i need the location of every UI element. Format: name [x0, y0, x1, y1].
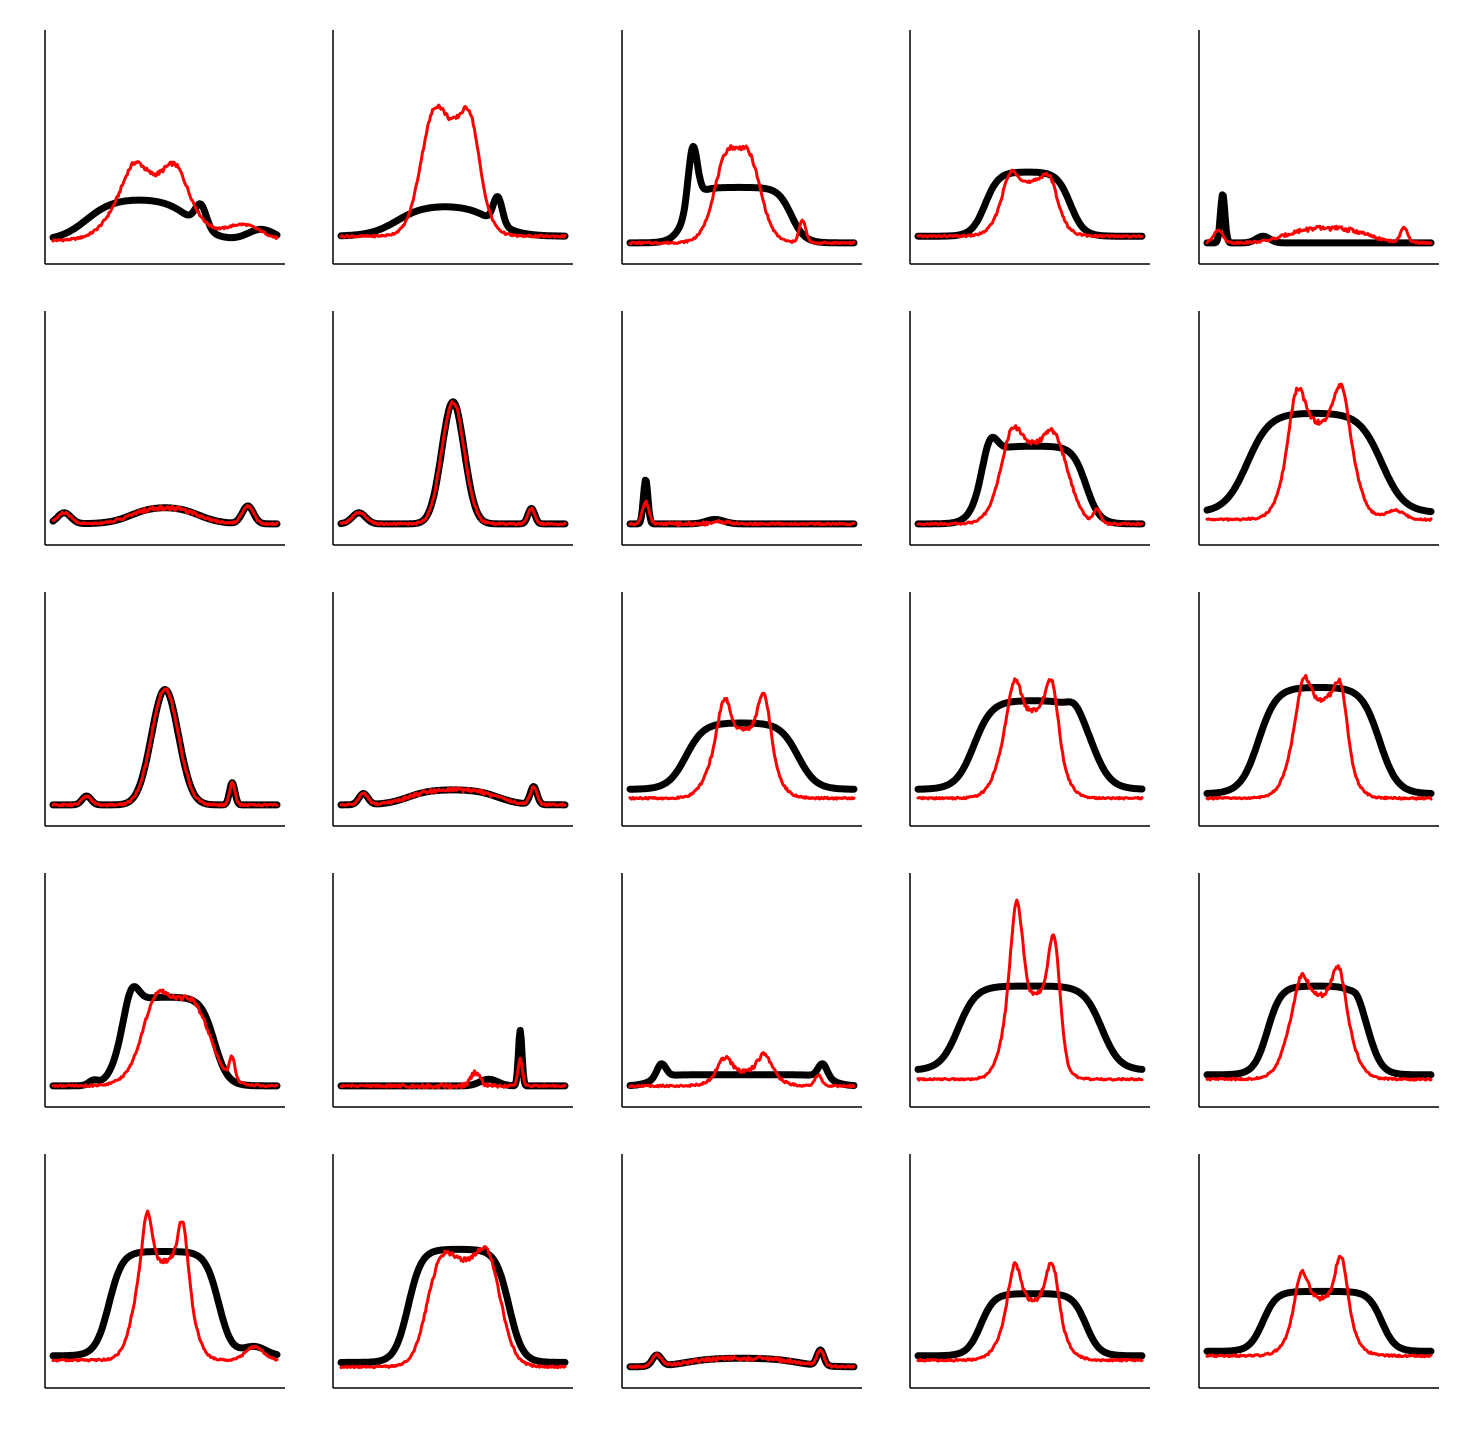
model-curve-line — [49, 983, 281, 1090]
panel-r4-c2 — [332, 873, 573, 1108]
observed-curve-line — [51, 504, 279, 526]
observed-curve-line — [916, 677, 1144, 801]
observed-curve-line — [51, 160, 279, 243]
panel-r1-c4 — [909, 30, 1150, 265]
panel-r5-c4 — [909, 1154, 1150, 1389]
observed-curve-line — [628, 144, 856, 246]
panel-r5-c1 — [44, 1154, 285, 1389]
panel-r2-c4 — [909, 311, 1150, 546]
panel-r1-c2 — [332, 30, 573, 265]
model-curve-line — [337, 1026, 569, 1090]
model-curve-line — [49, 196, 281, 242]
observed-curve-line — [1205, 1254, 1433, 1359]
observed-curve-line — [916, 424, 1144, 527]
panel-r3-c2 — [332, 592, 573, 827]
panel-r4-c3 — [621, 873, 862, 1108]
observed-curve-line — [1205, 673, 1433, 801]
model-curve-line — [1203, 409, 1435, 516]
observed-curve-line — [339, 785, 567, 807]
model-curve-line — [914, 433, 1146, 528]
panel-r3-c5 — [1198, 592, 1439, 827]
model-curve-line — [626, 1060, 858, 1089]
observed-curve-line — [339, 400, 567, 527]
model-curve-line — [1203, 684, 1435, 797]
observed-curve-line — [628, 499, 856, 527]
panel-r3-c3 — [621, 592, 862, 827]
observed-curve-line — [628, 1348, 856, 1369]
observed-curve-line — [1205, 224, 1433, 246]
observed-curve-line — [339, 1245, 567, 1370]
observed-curve-line — [339, 103, 567, 239]
observed-curve-line — [628, 691, 856, 801]
model-curve-line — [49, 1248, 281, 1360]
panel-r5-c5 — [1198, 1154, 1439, 1389]
model-curve-line — [626, 142, 858, 247]
model-curve-line — [914, 697, 1146, 793]
observed-curve-line — [51, 687, 279, 808]
model-curve-line — [914, 1290, 1146, 1360]
observed-curve-line — [628, 1051, 856, 1089]
panel-r4-c4 — [909, 873, 1150, 1108]
panel-r4-c1 — [44, 873, 285, 1108]
observed-curve-line — [916, 898, 1144, 1082]
panel-r4-c5 — [1198, 873, 1439, 1108]
observed-curve-line — [339, 1056, 567, 1090]
model-curve-line — [1203, 982, 1435, 1079]
panel-r3-c4 — [909, 592, 1150, 827]
panel-r1-c3 — [621, 30, 862, 265]
panel-r1-c5 — [1198, 30, 1439, 265]
observed-curve-line — [916, 1261, 1144, 1363]
model-curve-line — [626, 476, 858, 528]
observed-curve-line — [51, 1209, 279, 1363]
panel-r3-c1 — [44, 592, 285, 827]
observed-curve-line — [51, 988, 279, 1089]
panel-r2-c3 — [621, 311, 862, 546]
panel-r1-c1 — [44, 30, 285, 265]
panel-r2-c5 — [1198, 311, 1439, 546]
panel-r2-c2 — [332, 311, 573, 546]
model-curve-line — [49, 686, 281, 809]
model-curve-line — [1203, 191, 1435, 247]
panel-r5-c2 — [332, 1154, 573, 1389]
observed-curve-line — [1205, 382, 1433, 522]
panel-r5-c3 — [621, 1154, 862, 1389]
panel-r2-c1 — [44, 311, 285, 546]
model-curve-line — [337, 193, 569, 240]
observed-curve-line — [1205, 964, 1433, 1082]
model-curve-line — [337, 398, 569, 528]
model-curve-line — [1203, 1287, 1435, 1355]
model-curve-line — [626, 719, 858, 793]
model-curve-line — [914, 982, 1146, 1073]
observed-curve-line — [916, 168, 1144, 239]
model-curve-line — [337, 1245, 569, 1366]
